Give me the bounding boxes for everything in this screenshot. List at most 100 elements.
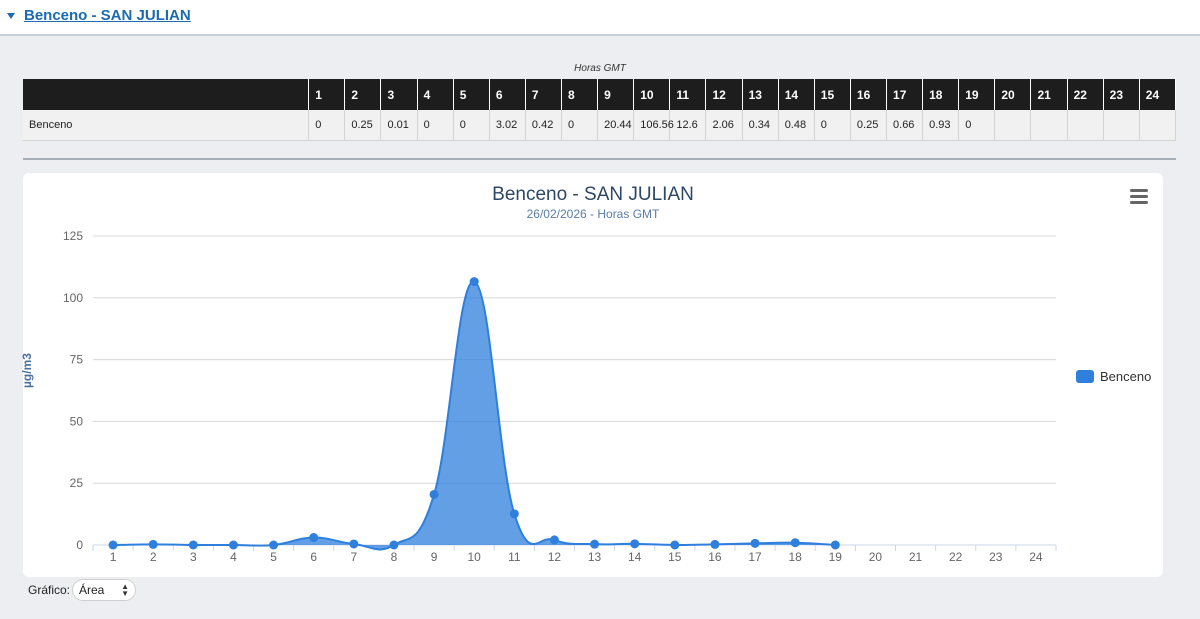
- data-point: [790, 538, 800, 548]
- y-tick-label: 100: [63, 291, 83, 305]
- header-cell-hour: 4: [417, 79, 454, 110]
- section-title-link[interactable]: Benceno - SAN JULIAN: [24, 7, 191, 24]
- x-tick-label: 18: [789, 550, 803, 564]
- value-cell: 0: [453, 110, 490, 141]
- data-point: [469, 277, 479, 287]
- x-tick-label: 5: [270, 550, 277, 564]
- x-tick-label: 10: [468, 550, 482, 564]
- header-cell-hour: 12: [705, 79, 743, 110]
- value-cell: 2.06: [705, 110, 743, 141]
- header-cell-hour: 13: [742, 79, 779, 110]
- header-cell-hour: 24: [1139, 79, 1177, 110]
- header-cell-hour: 19: [958, 79, 996, 110]
- hamburger-menu-icon[interactable]: [1130, 189, 1148, 204]
- chart-title: Benceno - SAN JULIAN: [492, 184, 694, 205]
- value-cell: 0: [308, 110, 346, 141]
- data-point: [590, 539, 600, 549]
- value-cell: 0.42: [525, 110, 563, 141]
- y-tick-label: 0: [76, 538, 83, 552]
- x-tick-label: 14: [628, 550, 642, 564]
- divider: [23, 158, 1176, 160]
- header-cell-hour: 1: [308, 79, 346, 110]
- x-tick-label: 16: [708, 550, 722, 564]
- x-tick-label: 4: [230, 550, 237, 564]
- header-cell-hour: 16: [850, 79, 888, 110]
- x-tick-label: 11: [508, 550, 521, 564]
- value-cell: 0.25: [850, 110, 888, 141]
- x-tick-label: 19: [829, 550, 843, 564]
- row-label: Benceno: [23, 110, 310, 141]
- data-point: [148, 539, 158, 549]
- value-cell: 0.25: [344, 110, 382, 141]
- data-point: [830, 540, 840, 550]
- value-cell: 3.02: [489, 110, 526, 141]
- value-cell: [1139, 110, 1177, 141]
- value-cell: 0: [814, 110, 851, 141]
- value-cell: 12.6: [669, 110, 707, 141]
- header-cell-hour: 11: [669, 79, 707, 110]
- data-point: [549, 535, 559, 545]
- y-tick-label: 125: [63, 229, 83, 243]
- value-cell: 0: [561, 110, 599, 141]
- value-cell: [1103, 110, 1140, 141]
- x-tick-label: 2: [150, 550, 157, 564]
- y-tick-label: 25: [70, 476, 84, 490]
- value-cell: 0.66: [886, 110, 924, 141]
- x-tick-label: 21: [909, 550, 923, 564]
- y-tick-label: 75: [70, 353, 84, 367]
- x-tick-label: 22: [949, 550, 963, 564]
- data-point: [670, 540, 680, 550]
- x-tick-label: 7: [350, 550, 357, 564]
- header-cell-hour: 22: [1067, 79, 1104, 110]
- legend-label: Benceno: [1100, 369, 1152, 384]
- x-tick-label: 17: [748, 550, 762, 564]
- value-cell: 0: [958, 110, 996, 141]
- header-cell-hour: 15: [814, 79, 851, 110]
- chart-card: 0 25 50 75 100 125 1 2 3 4 5 6 7 8 9 10 11 12 13 14 15 16 17 18…: [20, 173, 1163, 577]
- section-header: Benceno - SAN JULIAN: [0, 0, 1200, 36]
- value-cell: [994, 110, 1032, 141]
- hourly-data-table: 1 2 3 4 5 6 7 8 9 10 11 12 13 14 15 16 17 18 19 20 21 22 23 24 …: [23, 79, 1177, 141]
- data-point: [389, 540, 399, 550]
- table-row: Benceno 0 0.25 0.01 0 0 3.02 0.42 0 20.44 106.56 12…: [23, 110, 1177, 141]
- data-point: [750, 538, 760, 548]
- header-cell-hour: 21: [1030, 79, 1068, 110]
- x-tick-label: 3: [190, 550, 197, 564]
- y-tick-label: 50: [70, 414, 84, 428]
- table-caption: Horas GMT: [574, 63, 626, 74]
- x-tick-label: 15: [668, 550, 682, 564]
- header-cell-hour: 18: [922, 79, 960, 110]
- x-tick-label: 1: [110, 550, 117, 564]
- chart-type-select[interactable]: Área ▲ ▼: [72, 579, 136, 601]
- value-cell: 20.44: [597, 110, 635, 141]
- x-tick-label: 20: [869, 550, 883, 564]
- value-cell: [1067, 110, 1104, 141]
- value-cell: 0: [417, 110, 454, 141]
- header-cell-hour: 8: [561, 79, 599, 110]
- data-point: [429, 489, 439, 499]
- x-tick-label: 12: [548, 550, 562, 564]
- chart-type-value: Área: [79, 583, 105, 597]
- y-axis-title: µg/m3: [20, 353, 34, 388]
- data-point: [710, 539, 720, 549]
- value-cell: 0.34: [742, 110, 779, 141]
- x-tick-label: 13: [588, 550, 602, 564]
- value-cell: 0.48: [778, 110, 815, 141]
- header-cell-hour: 23: [1103, 79, 1140, 110]
- data-point: [228, 540, 238, 550]
- header-cell-hour: 14: [778, 79, 815, 110]
- legend-swatch: [1076, 370, 1094, 383]
- header-cell-hour: 2: [344, 79, 382, 110]
- legend-item-benceno[interactable]: Benceno: [1076, 369, 1151, 384]
- header-cell-hour: 9: [597, 79, 635, 110]
- value-cell: 106.56: [633, 110, 674, 141]
- data-point: [509, 509, 519, 519]
- data-point: [269, 540, 279, 550]
- collapse-caret-icon[interactable]: [7, 13, 15, 19]
- value-cell: 0.01: [380, 110, 418, 141]
- x-tick-label: 6: [310, 550, 317, 564]
- x-tick-label: 9: [431, 550, 438, 564]
- x-tick-label: 8: [391, 550, 398, 564]
- data-point: [108, 540, 118, 550]
